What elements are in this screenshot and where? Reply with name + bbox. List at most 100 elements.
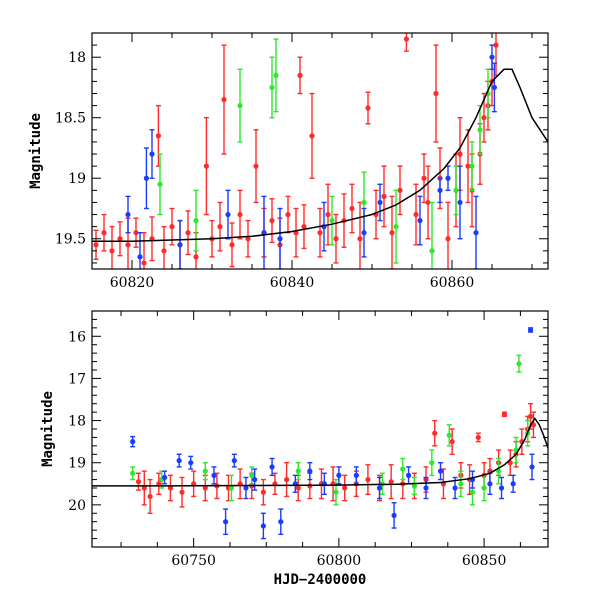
red-data-point <box>217 201 223 252</box>
blue-data-point <box>498 476 505 500</box>
green-data-point <box>411 476 417 496</box>
red-data-point <box>141 470 147 506</box>
bottom-y-tick-label: 19 <box>68 456 86 472</box>
marker <box>342 485 348 491</box>
top-x-tick-label: 60840 <box>270 275 315 291</box>
bottom-y-axis-label: Magnitude <box>40 391 56 467</box>
blue-data-point <box>137 231 143 269</box>
red-data-point <box>272 472 278 496</box>
marker <box>202 485 208 491</box>
marker <box>413 211 419 218</box>
marker <box>469 489 476 495</box>
marker <box>400 466 406 472</box>
marker <box>491 84 497 91</box>
marker <box>445 236 451 242</box>
blue-data-point <box>353 466 359 485</box>
marker <box>361 199 367 206</box>
marker <box>157 181 163 187</box>
red-data-point <box>117 221 123 257</box>
marker <box>423 485 429 491</box>
marker <box>137 254 143 260</box>
marker <box>225 211 231 218</box>
marker <box>376 485 383 491</box>
top-plot-frame <box>91 32 549 270</box>
marker <box>143 175 149 181</box>
marker <box>260 489 266 495</box>
marker <box>161 248 167 254</box>
bottom-panel: 60750 60800 60850 16 17 18 19 20 Magnitude HJD−… <box>40 310 549 588</box>
marker <box>377 199 383 206</box>
red-data-point <box>519 428 525 455</box>
top-y-tick-label: 19.5 <box>55 232 86 248</box>
red-data-point <box>501 411 508 418</box>
marker <box>269 217 275 224</box>
bottom-x-tick-label: 60850 <box>462 553 507 569</box>
green-data-point <box>469 141 475 192</box>
green-data-point <box>157 153 163 216</box>
blue-data-point <box>491 62 497 113</box>
bottom-model-curve <box>92 417 548 487</box>
marker <box>297 72 303 78</box>
blue-data-point <box>377 183 383 222</box>
blue-data-point <box>223 508 229 536</box>
red-data-point <box>449 428 455 455</box>
top-x-tick-label: 60860 <box>430 275 475 291</box>
marker <box>125 242 131 248</box>
marker <box>309 133 315 139</box>
blue-data-point <box>445 165 451 192</box>
marker <box>453 187 459 193</box>
bottom-y-tick-label: 18 <box>68 414 86 430</box>
red-data-point <box>283 462 290 498</box>
green-data-point <box>429 201 435 269</box>
green-data-point <box>458 470 464 498</box>
marker <box>193 254 199 260</box>
red-data-point <box>229 222 235 268</box>
marker <box>405 472 412 478</box>
bottom-x-tick-label: 60800 <box>317 553 362 569</box>
marker <box>211 472 217 478</box>
red-data-point <box>133 217 139 248</box>
marker <box>481 115 487 121</box>
green-data-point <box>333 478 339 506</box>
green-data-point <box>453 165 459 216</box>
blue-data-point <box>269 457 275 477</box>
green-data-point <box>393 189 399 264</box>
marker <box>432 430 438 436</box>
red-data-point <box>245 219 251 258</box>
marker <box>253 163 259 169</box>
marker <box>149 151 155 157</box>
blue-data-point <box>260 512 266 540</box>
red-data-point <box>101 213 107 252</box>
marker <box>365 476 371 483</box>
red-data-point <box>156 472 162 496</box>
red-data-point <box>253 129 259 204</box>
marker <box>317 230 323 236</box>
marker <box>307 468 313 474</box>
blue-data-point <box>529 453 535 481</box>
marker <box>231 458 237 464</box>
blue-data-point <box>469 470 476 489</box>
marker <box>501 411 508 417</box>
red-data-point <box>221 44 227 155</box>
red-data-point <box>301 204 307 250</box>
marker <box>458 481 464 487</box>
marker <box>130 439 136 445</box>
marker <box>452 485 458 491</box>
red-data-point <box>191 470 197 498</box>
marker <box>155 133 161 139</box>
marker <box>481 485 487 491</box>
red-data-point <box>475 432 481 443</box>
red-data-point <box>285 195 291 234</box>
green-data-point <box>295 462 301 481</box>
marker <box>421 175 427 181</box>
red-data-point <box>413 183 419 246</box>
marker <box>496 468 502 474</box>
red-data-point <box>214 472 220 500</box>
bottom-x-axis-label: HJD−2400000 <box>274 572 367 588</box>
bottom-axis-ticks: 60750 60800 60850 16 17 18 19 20 <box>68 310 548 569</box>
red-data-point <box>342 474 348 502</box>
red-data-point <box>381 165 387 228</box>
blue-data-point <box>527 327 534 333</box>
marker <box>130 470 136 476</box>
red-data-point <box>365 464 371 496</box>
